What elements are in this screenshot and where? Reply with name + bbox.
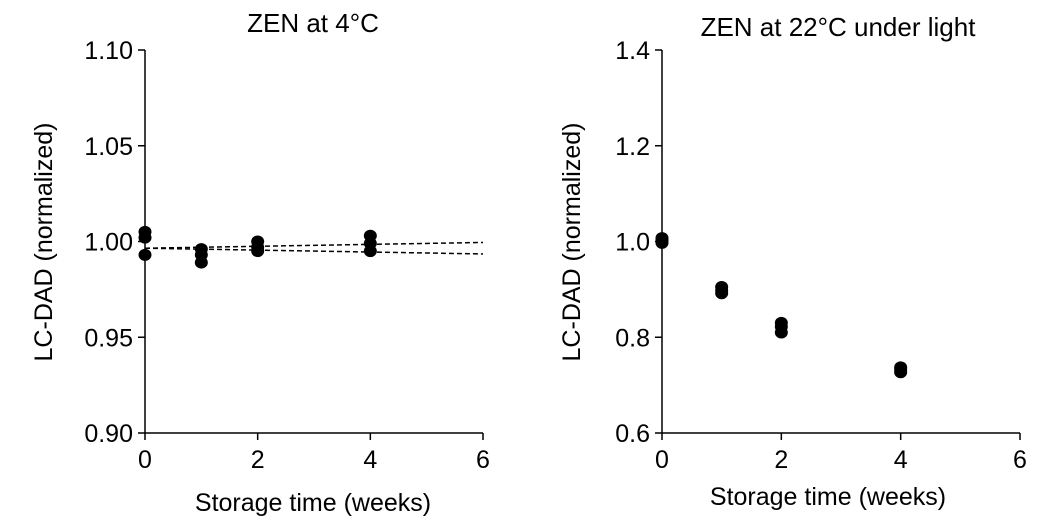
x-tick-label: 2 — [774, 446, 788, 474]
y-axis-label: LC-DAD (normalized) — [30, 123, 58, 362]
x-tick-label: 0 — [138, 446, 152, 474]
y-tick-label: 0.95 — [84, 324, 133, 352]
x-tick-label: 4 — [894, 446, 908, 474]
y-tick-label: 1.4 — [615, 37, 650, 65]
data-point — [655, 236, 669, 249]
y-tick-label: 0.90 — [84, 420, 133, 448]
y-tick-label: 1.00 — [84, 229, 133, 257]
x-tick-label: 0 — [655, 446, 669, 474]
chart-title: ZEN at 22°C under light — [701, 12, 977, 42]
chart-title: ZEN at 4°C — [247, 8, 379, 38]
data-point — [715, 287, 729, 300]
y-tick-label: 1.0 — [615, 229, 650, 257]
x-tick-label: 2 — [251, 446, 265, 474]
x-axis-label: Storage time (weeks) — [195, 489, 431, 517]
y-tick-label: 1.05 — [84, 133, 133, 161]
data-point — [363, 245, 377, 258]
data-point — [894, 366, 908, 379]
data-point — [194, 256, 208, 269]
x-tick-label: 6 — [476, 446, 490, 474]
data-point — [774, 326, 788, 339]
chart-zen-22c-light: ZEN at 22°C under light Storage time (we… — [558, 12, 1027, 511]
chart-zen-4c: ZEN at 4°C Storage time (weeks) LC-DAD (… — [30, 8, 490, 517]
y-tick-label: 1.2 — [615, 133, 650, 161]
data-point — [138, 231, 152, 244]
y-tick-label: 0.6 — [615, 420, 650, 448]
x-tick-label: 4 — [363, 446, 377, 474]
y-tick-label: 0.8 — [615, 324, 650, 352]
y-tick-label: 1.10 — [84, 37, 133, 65]
data-point — [251, 245, 265, 258]
y-axis-label: LC-DAD (normalized) — [558, 123, 586, 362]
x-tick-label: 6 — [1013, 446, 1027, 474]
data-point — [138, 248, 152, 261]
x-axis-label: Storage time (weeks) — [710, 483, 946, 511]
